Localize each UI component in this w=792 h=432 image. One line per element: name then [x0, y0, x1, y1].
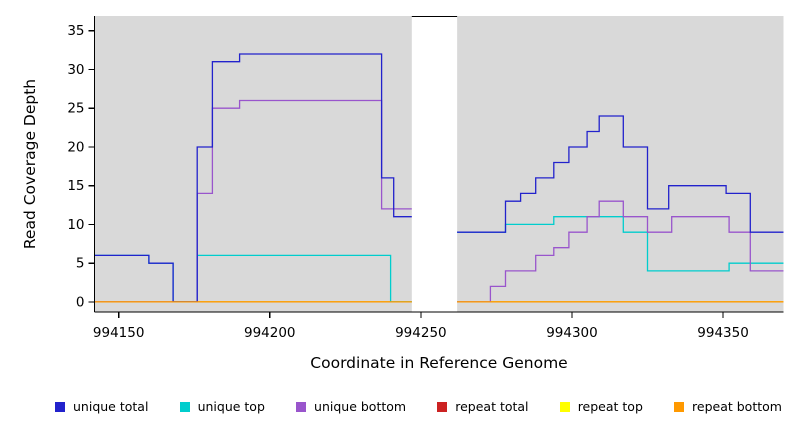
legend-item-repeat-total: repeat total: [437, 399, 529, 414]
y-tick-label: 20: [67, 139, 84, 155]
y-tick-label: 35: [67, 23, 84, 39]
legend-swatch-icon: [437, 401, 448, 412]
legend-swatch-icon: [559, 401, 570, 412]
x-tick-label: 994300: [546, 325, 598, 341]
legend-item-unique-bottom: unique bottom: [296, 399, 406, 414]
legend-label: unique bottom: [314, 399, 407, 414]
masked-region: [411, 17, 458, 312]
x-tick-label: 994350: [697, 325, 749, 341]
x-axis-title: Coordinate in Reference Genome: [310, 354, 568, 372]
legend-label: unique total: [73, 399, 149, 414]
legend-label: unique top: [197, 399, 265, 414]
legend: unique total unique top unique bottom repea…: [0, 399, 792, 414]
legend-swatch-icon: [55, 401, 65, 412]
y-tick-label: 5: [76, 256, 85, 272]
y-tick-label: 10: [67, 217, 84, 233]
legend-label: repeat bottom: [692, 399, 782, 414]
y-axis-title: Read Coverage Depth: [21, 78, 39, 250]
y-tick-label: 0: [76, 294, 85, 310]
chart-svg: 0 5 10 15 20 25 30 35 994150 994200 994250 994300 99…: [67, 16, 784, 341]
y-tick-label: 30: [67, 62, 84, 78]
series-unique-total: [94, 53, 412, 303]
legend-swatch-icon: [674, 401, 685, 412]
legend-swatch-icon: [296, 401, 307, 412]
y-tick-label: 25: [67, 101, 84, 117]
x-tick-label: 994150: [93, 325, 145, 341]
legend-item-repeat-bottom: repeat bottom: [674, 399, 782, 414]
legend-label: repeat total: [455, 399, 529, 414]
legend-label: repeat top: [577, 399, 643, 414]
legend-item-repeat-top: repeat top: [559, 399, 643, 414]
series-unique-total: [457, 115, 784, 233]
legend-swatch-icon: [179, 401, 190, 412]
x-tick-label: 994250: [395, 325, 447, 341]
y-tick-label: 15: [67, 178, 84, 194]
legend-item-unique-total: unique total: [55, 399, 148, 414]
legend-item-unique-top: unique top: [179, 399, 265, 414]
x-tick-label: 994200: [244, 325, 296, 341]
series-unique-bottom: [457, 200, 784, 303]
